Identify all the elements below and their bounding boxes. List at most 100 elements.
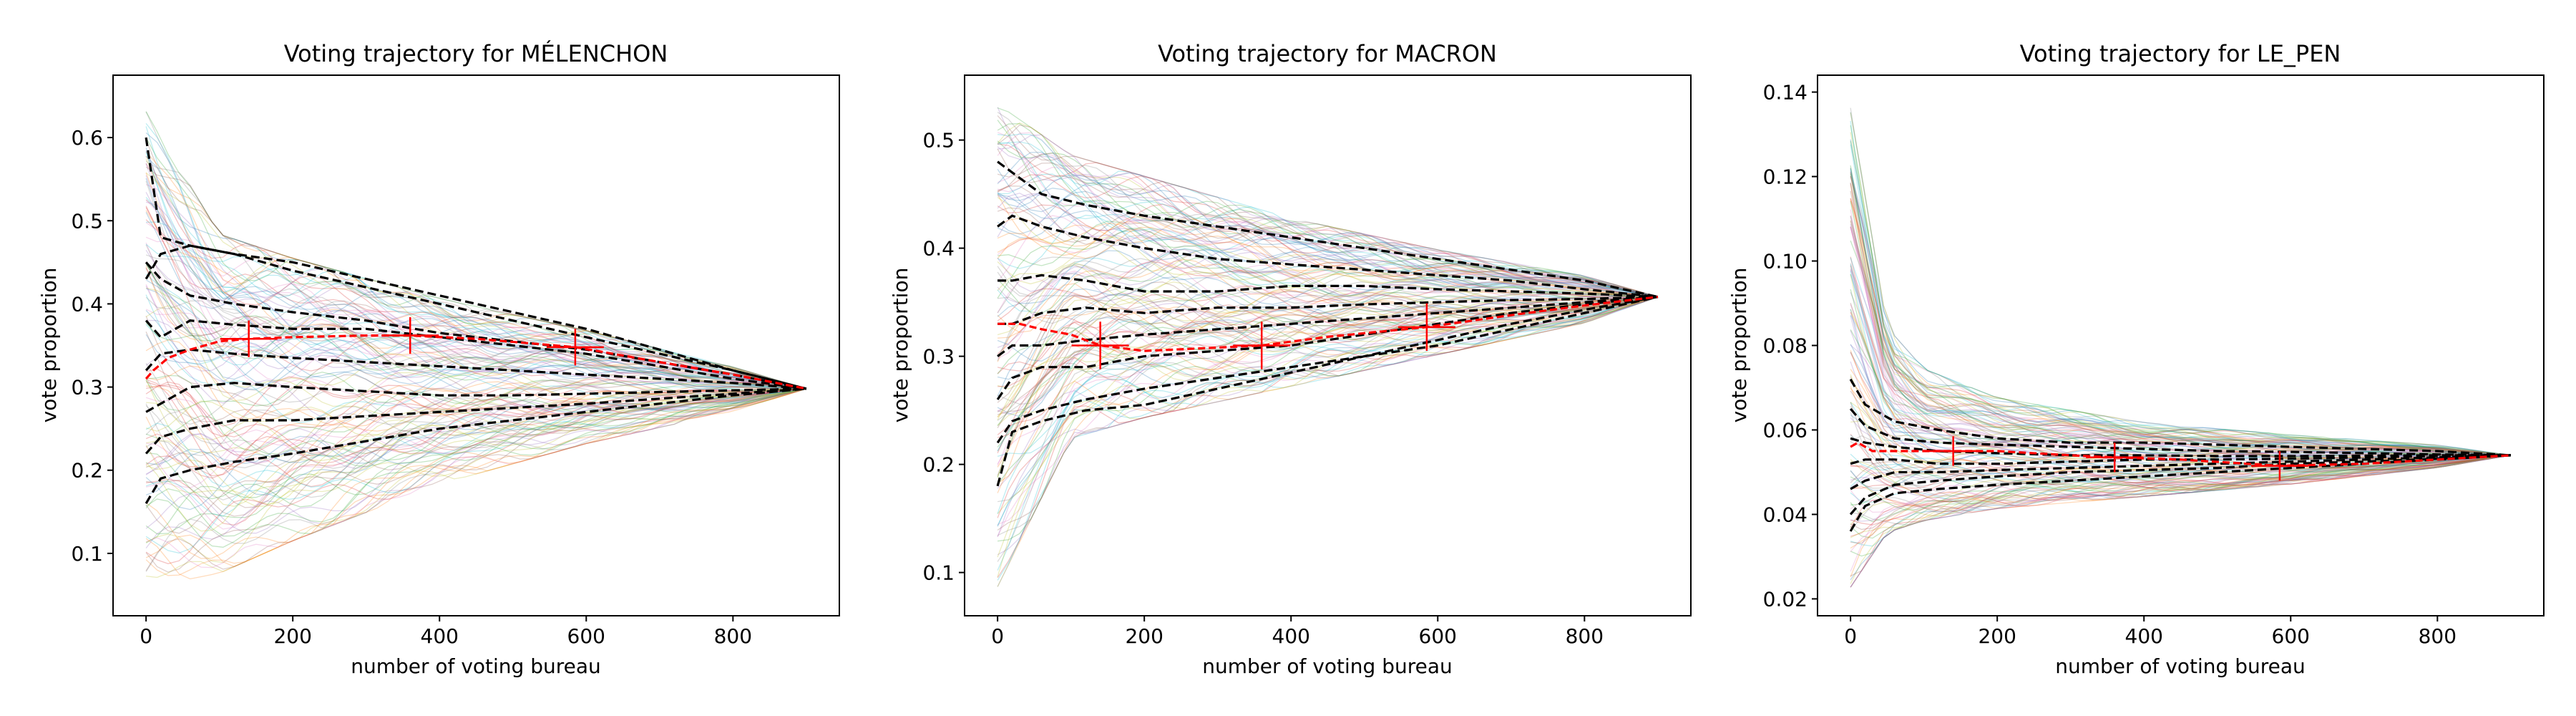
trajectory-line bbox=[145, 388, 807, 534]
trajectory-line bbox=[997, 162, 1659, 298]
x-tick-label: 200 bbox=[1978, 624, 2016, 648]
trajectory-line bbox=[997, 286, 1658, 354]
trajectory-line bbox=[145, 150, 807, 390]
y-tick-label: 0.2 bbox=[922, 453, 955, 477]
y-tick-label: 0.06 bbox=[1763, 418, 1807, 442]
trajectory-line bbox=[145, 388, 807, 537]
trajectory-line bbox=[145, 163, 807, 390]
sample-trajectory-1 bbox=[145, 137, 807, 390]
trajectory-line bbox=[1850, 171, 2511, 456]
trajectory-line bbox=[997, 258, 1658, 333]
trajectory-line bbox=[145, 388, 807, 507]
trajectory-line bbox=[997, 248, 1658, 304]
trajectory-line bbox=[1850, 171, 2511, 456]
trajectory-line bbox=[997, 281, 1658, 403]
trajectory-line bbox=[1850, 455, 2512, 531]
trajectory-line bbox=[997, 296, 1658, 478]
trajectory-line bbox=[1850, 112, 2511, 456]
trajectory-line bbox=[997, 173, 1659, 298]
trajectory-line bbox=[997, 193, 1658, 298]
x-tick-label: 0 bbox=[1844, 624, 1857, 648]
chart-title: Voting trajectory for MACRON bbox=[1158, 40, 1497, 67]
trajectory-line bbox=[1850, 329, 2511, 458]
trajectory-line bbox=[145, 388, 807, 548]
y-axis-label: vote proportion bbox=[37, 268, 61, 423]
trajectory-line bbox=[145, 205, 807, 390]
trajectory-line bbox=[1850, 455, 2512, 576]
target-trajectory bbox=[1850, 441, 2511, 468]
trajectory-line bbox=[997, 296, 1659, 515]
trajectory-line bbox=[1850, 125, 2511, 456]
trajectory-line bbox=[146, 388, 807, 526]
trajectory-line bbox=[145, 388, 807, 517]
trajectory-line bbox=[1850, 455, 2511, 503]
trajectory-line bbox=[997, 141, 1659, 298]
trajectory-line bbox=[1850, 198, 2511, 456]
trajectory-line bbox=[145, 262, 806, 390]
trajectory-line bbox=[145, 126, 807, 390]
trajectory-line bbox=[997, 215, 1658, 298]
trajectory-line bbox=[997, 193, 1658, 298]
trajectory-line bbox=[1850, 172, 2511, 456]
trajectory-line bbox=[1850, 291, 2511, 462]
trajectory-line bbox=[1850, 330, 2511, 463]
y-tick-label: 0.10 bbox=[1763, 250, 1807, 274]
trajectory-line bbox=[997, 153, 1659, 298]
x-tick-label: 200 bbox=[273, 624, 311, 648]
trajectory-line bbox=[145, 294, 806, 390]
x-tick-label: 800 bbox=[1566, 624, 1604, 648]
trajectory-line bbox=[145, 388, 806, 496]
trajectory-line bbox=[145, 159, 807, 390]
trajectory-line bbox=[145, 363, 806, 463]
trajectory-line bbox=[997, 296, 1659, 426]
chart-title: Voting trajectory for LE_PEN bbox=[2020, 40, 2341, 67]
trajectory-line bbox=[1850, 455, 2511, 510]
panel-macron: Voting trajectory for MACRON number of v… bbox=[889, 40, 1692, 678]
y-axis-label: vote proportion bbox=[889, 268, 912, 423]
trajectory-line bbox=[1850, 139, 2511, 456]
trajectory-line bbox=[997, 296, 1659, 468]
trajectory-line bbox=[997, 281, 1658, 390]
sample-trajectory-3 bbox=[997, 274, 1658, 299]
trajectory-line bbox=[997, 259, 1658, 359]
y-axis-label: vote proportion bbox=[1727, 268, 1751, 423]
sample-trajectory-4 bbox=[997, 296, 1658, 325]
trajectory-line bbox=[145, 339, 806, 426]
trajectory-line bbox=[1850, 455, 2511, 557]
trajectory-line bbox=[145, 388, 807, 507]
trajectory-line bbox=[1850, 168, 2511, 456]
trajectory-line bbox=[145, 150, 807, 390]
trajectory-line bbox=[997, 296, 1658, 466]
sample-trajectory-5 bbox=[997, 296, 1659, 357]
trajectory-line bbox=[145, 322, 806, 390]
trajectory-line bbox=[997, 190, 1659, 298]
x-axis-label: number of voting bureau bbox=[351, 654, 601, 678]
trajectory-line bbox=[997, 258, 1658, 358]
trajectory-line bbox=[997, 296, 1658, 418]
x-tick-label: 400 bbox=[421, 624, 459, 648]
trajectory-line bbox=[145, 152, 807, 390]
trajectory-line bbox=[997, 296, 1658, 415]
trajectory-line bbox=[997, 296, 1659, 489]
trajectory-line bbox=[997, 151, 1659, 298]
trajectory-line bbox=[997, 264, 1658, 336]
trajectory-line bbox=[145, 388, 807, 559]
trajectory-line bbox=[997, 296, 1659, 587]
trajectory-line bbox=[997, 288, 1658, 362]
trajectory-line bbox=[997, 296, 1659, 579]
trajectory-line bbox=[1850, 112, 2511, 456]
sample-trajectory-8 bbox=[996, 296, 1659, 487]
trajectory-line bbox=[145, 388, 806, 479]
trajectory-line bbox=[997, 296, 1658, 454]
sample-trajectory-5 bbox=[145, 382, 806, 413]
sample-trajectory-8 bbox=[145, 244, 807, 390]
trajectory-line bbox=[1850, 175, 2511, 456]
x-tick-label: 200 bbox=[1125, 624, 1163, 648]
trajectory-line bbox=[997, 296, 1659, 536]
trajectory-line bbox=[145, 388, 807, 543]
trajectory-line bbox=[1850, 165, 2511, 456]
sample-trajectory-3 bbox=[1850, 437, 2511, 458]
trajectory-line bbox=[145, 388, 806, 475]
trajectory-line bbox=[145, 388, 806, 469]
trajectory-line bbox=[145, 166, 807, 390]
